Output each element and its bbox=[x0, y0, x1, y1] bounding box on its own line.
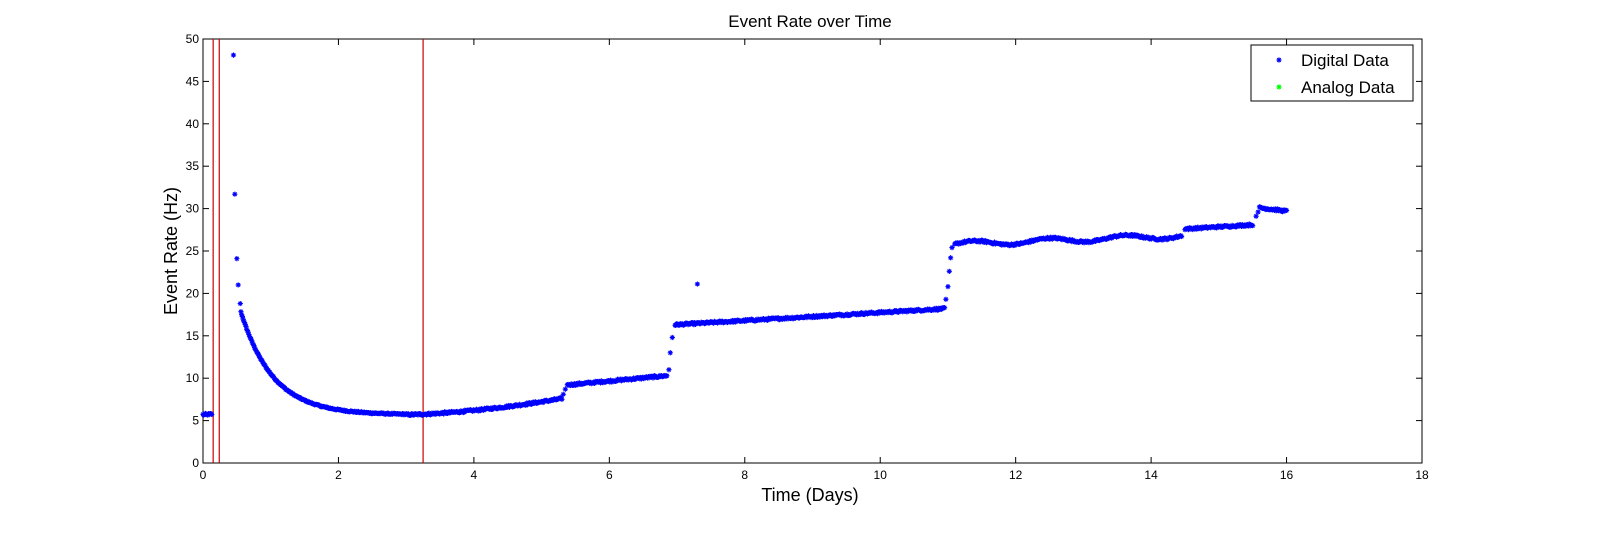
data-point bbox=[230, 52, 237, 58]
data-point bbox=[477, 407, 484, 414]
y-tick-label: 35 bbox=[186, 159, 200, 173]
data-point bbox=[1139, 233, 1145, 239]
data-points bbox=[200, 52, 1290, 419]
y-axis-title: Event Rate (Hz) bbox=[161, 187, 181, 315]
data-point bbox=[241, 319, 248, 326]
data-point bbox=[949, 245, 955, 251]
data-point bbox=[562, 386, 568, 392]
data-point bbox=[667, 350, 673, 356]
x-tick-label: 0 bbox=[200, 468, 207, 482]
data-point bbox=[209, 411, 215, 418]
y-tick-label: 20 bbox=[186, 286, 200, 300]
data-point bbox=[235, 282, 241, 288]
data-point bbox=[262, 363, 269, 369]
chart-title: Event Rate over Time bbox=[728, 12, 891, 31]
y-axis-ticks: 0 5 10 15 20 25 30 35 40 45 50 bbox=[186, 32, 1422, 470]
data-point bbox=[669, 334, 675, 341]
data-point bbox=[664, 373, 670, 379]
data-point bbox=[238, 309, 244, 315]
data-point bbox=[1246, 221, 1252, 227]
data-point bbox=[239, 312, 245, 318]
y-tick-label: 5 bbox=[192, 414, 199, 428]
data-point bbox=[1283, 207, 1290, 214]
data-point bbox=[244, 328, 251, 334]
data-point bbox=[560, 391, 566, 397]
data-point bbox=[249, 338, 255, 344]
data-point bbox=[259, 359, 266, 365]
data-point bbox=[242, 321, 248, 328]
data-point bbox=[941, 305, 948, 311]
data-point bbox=[948, 255, 954, 261]
x-tick-label: 6 bbox=[606, 468, 613, 482]
data-point bbox=[1255, 209, 1261, 215]
x-tick-label: 12 bbox=[1009, 468, 1023, 482]
data-point bbox=[1250, 223, 1256, 229]
data-point bbox=[232, 191, 238, 197]
data-point bbox=[558, 395, 564, 401]
x-tick-label: 10 bbox=[874, 468, 888, 482]
data-point bbox=[246, 331, 252, 338]
y-tick-label: 45 bbox=[186, 74, 200, 88]
data-point bbox=[237, 300, 243, 307]
data-point bbox=[246, 333, 253, 339]
data-point bbox=[248, 336, 254, 342]
data-point bbox=[239, 313, 245, 320]
y-tick-label: 30 bbox=[186, 202, 200, 216]
y-tick-label: 25 bbox=[186, 244, 200, 258]
x-tick-label: 8 bbox=[741, 468, 748, 482]
plot-frame bbox=[202, 38, 1423, 464]
x-tick-label: 18 bbox=[1415, 468, 1429, 482]
data-point bbox=[559, 396, 565, 402]
data-point bbox=[251, 342, 257, 349]
x-axis-title: Time (Days) bbox=[761, 485, 858, 505]
legend: Digital Data Analog Data bbox=[1250, 44, 1414, 102]
data-point bbox=[257, 354, 263, 360]
data-point bbox=[234, 256, 240, 262]
data-point bbox=[946, 268, 952, 274]
y-tick-label: 15 bbox=[186, 329, 200, 343]
data-point bbox=[249, 340, 256, 346]
legend-label: Digital Data bbox=[1301, 51, 1389, 70]
data-point bbox=[945, 284, 951, 290]
data-point bbox=[650, 375, 656, 381]
x-tick-label: 14 bbox=[1144, 468, 1158, 482]
y-tick-label: 0 bbox=[192, 456, 199, 470]
legend-label: Analog Data bbox=[1301, 78, 1395, 97]
data-point bbox=[1214, 225, 1220, 231]
y-tick-label: 10 bbox=[186, 371, 200, 385]
x-tick-label: 2 bbox=[335, 468, 342, 482]
x-tick-label: 16 bbox=[1280, 468, 1294, 482]
data-point bbox=[243, 323, 249, 330]
data-point bbox=[666, 367, 672, 373]
data-point bbox=[255, 351, 261, 357]
data-point bbox=[245, 329, 251, 335]
data-point bbox=[943, 296, 949, 302]
marker-lines bbox=[212, 39, 424, 463]
data-point bbox=[573, 382, 579, 388]
y-tick-label: 50 bbox=[186, 32, 200, 46]
legend-marker bbox=[1276, 84, 1282, 90]
data-point bbox=[1178, 233, 1185, 240]
data-point bbox=[694, 281, 700, 287]
legend-box bbox=[1250, 44, 1414, 102]
x-axis-ticks: 0 2 4 6 8 10 12 14 16 18 bbox=[200, 39, 1429, 482]
y-tick-label: 40 bbox=[186, 117, 200, 131]
x-tick-label: 4 bbox=[471, 468, 478, 482]
data-point bbox=[1253, 213, 1259, 219]
legend-marker bbox=[1276, 57, 1282, 63]
data-point bbox=[240, 316, 246, 322]
